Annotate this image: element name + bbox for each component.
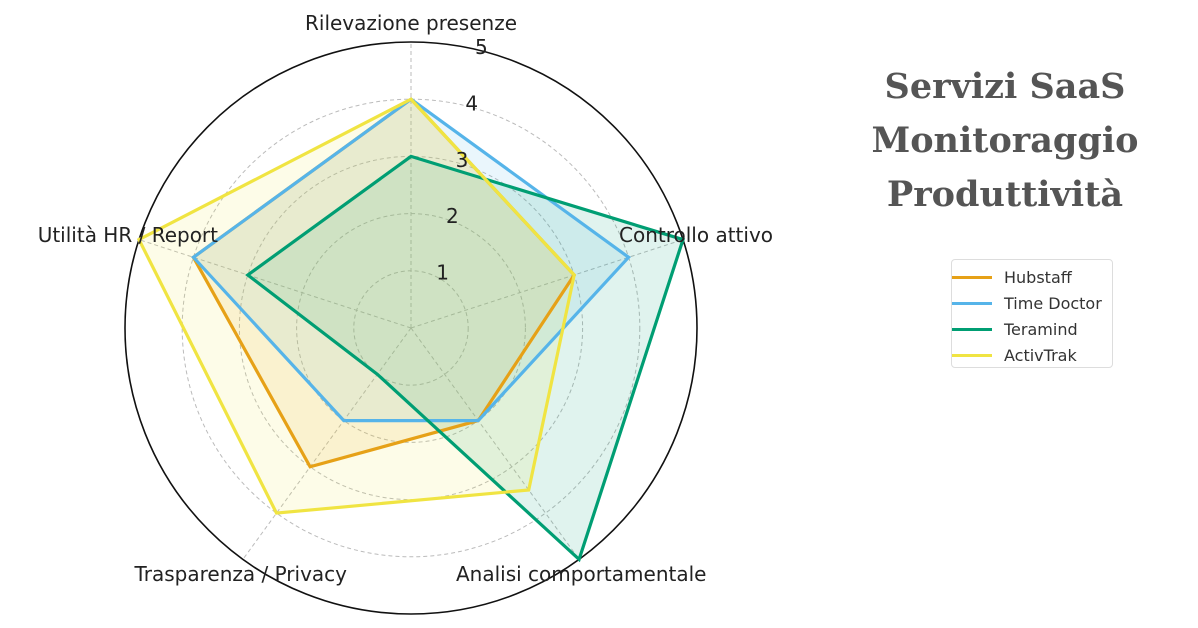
grid-circle: [296, 213, 526, 443]
series-line-teramind: [245, 154, 686, 563]
legend-swatch: [952, 327, 992, 331]
axis-label: Controllo attivo: [619, 223, 773, 247]
series-area-teramind: [247, 156, 684, 560]
legend-item-activtrak: ActivTrak: [952, 342, 1112, 368]
series-line-time-doctor: [191, 97, 631, 423]
series-area-activtrak: [139, 99, 575, 514]
legend-label: Teramind: [1004, 319, 1078, 339]
title-line-2: Monitoraggio: [871, 120, 1139, 161]
r-tick-label: 2: [446, 204, 459, 228]
r-tick-label: 3: [456, 148, 469, 172]
legend-swatch: [952, 301, 992, 305]
grid-spoke: [410, 327, 580, 560]
legend-swatch: [952, 275, 992, 279]
outer-circle: [124, 41, 698, 615]
grid-spoke: [138, 239, 412, 329]
legend-label: ActivTrak: [1004, 345, 1077, 365]
axis-label: Utilità HR / Report: [38, 223, 218, 247]
legend-label: Time Doctor: [1004, 293, 1102, 313]
legend-item-teramind: Teramind: [952, 316, 1112, 342]
legend-item-hubstaff: Hubstaff: [952, 264, 1112, 290]
r-tick-label: 5: [475, 35, 488, 59]
radar-series: [136, 97, 686, 563]
legend-swatch: [952, 353, 992, 357]
title-line-1: Servizi SaaS: [884, 66, 1126, 107]
legend-label: Hubstaff: [1004, 267, 1072, 287]
grid-spoke: [410, 239, 684, 329]
title-line-3: Produttività: [886, 174, 1124, 215]
series-line-activtrak: [136, 97, 576, 515]
axis-label: Analisi comportamentale: [456, 562, 706, 586]
r-tick-label: 1: [436, 261, 449, 285]
axis-label: Trasparenza / Privacy: [133, 562, 347, 586]
grid-spoke: [242, 327, 412, 560]
grid-circle: [181, 98, 641, 558]
legend: Hubstaff Time Doctor Teramind ActivTrak: [951, 259, 1113, 368]
chart-title: Servizi SaaS Monitoraggio Produttività: [860, 60, 1150, 222]
series-area-hubstaff: [193, 99, 575, 467]
r-tick-label: 4: [465, 91, 478, 115]
legend-item-time-doctor: Time Doctor: [952, 290, 1112, 316]
axis-label: Rilevazione presenze: [305, 11, 517, 35]
